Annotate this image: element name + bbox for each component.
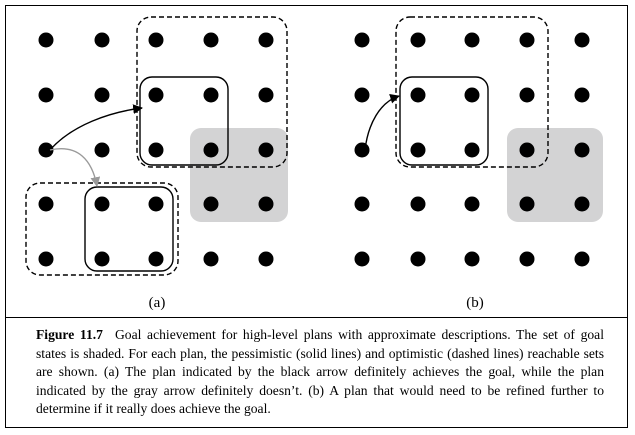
state-dot bbox=[464, 32, 480, 48]
black-arrow-a bbox=[49, 104, 143, 151]
state-dot bbox=[203, 87, 219, 103]
state-dot bbox=[94, 87, 110, 103]
state-dot bbox=[38, 196, 54, 212]
state-dot bbox=[258, 251, 274, 267]
optimistic-set-b bbox=[395, 16, 549, 168]
panel-a-label: (a) bbox=[149, 295, 166, 311]
state-dot bbox=[519, 251, 535, 267]
state-dot bbox=[464, 142, 480, 158]
pessimistic-set-b bbox=[399, 76, 489, 166]
optimistic-set-black-a bbox=[136, 16, 288, 168]
state-dot bbox=[354, 87, 370, 103]
state-dot bbox=[410, 251, 426, 267]
state-dot bbox=[519, 142, 535, 158]
state-dot bbox=[574, 87, 590, 103]
state-dot bbox=[148, 87, 164, 103]
state-dot bbox=[464, 196, 480, 212]
state-dot bbox=[354, 196, 370, 212]
state-dot bbox=[519, 32, 535, 48]
state-dot bbox=[203, 251, 219, 267]
state-dot bbox=[94, 251, 110, 267]
state-dot bbox=[148, 196, 164, 212]
state-dot bbox=[38, 87, 54, 103]
state-dot bbox=[354, 32, 370, 48]
state-dot bbox=[519, 87, 535, 103]
state-dot bbox=[258, 32, 274, 48]
state-grid-b bbox=[354, 32, 590, 267]
state-dot bbox=[258, 196, 274, 212]
state-dot bbox=[410, 32, 426, 48]
black-arrow-b bbox=[364, 93, 400, 151]
state-dot bbox=[148, 32, 164, 48]
pessimistic-set-black-a bbox=[139, 76, 229, 166]
state-dot bbox=[38, 32, 54, 48]
state-dot bbox=[94, 32, 110, 48]
state-dot bbox=[410, 196, 426, 212]
state-dot bbox=[464, 87, 480, 103]
state-dot bbox=[203, 142, 219, 158]
state-dot bbox=[464, 251, 480, 267]
state-dot bbox=[574, 251, 590, 267]
state-dot bbox=[574, 142, 590, 158]
panel-a: (a) bbox=[25, 16, 288, 311]
state-dot bbox=[354, 142, 370, 158]
state-dot bbox=[203, 196, 219, 212]
state-dot bbox=[94, 196, 110, 212]
state-dot bbox=[94, 142, 110, 158]
state-dot bbox=[574, 32, 590, 48]
pessimistic-set-gray-a bbox=[84, 186, 174, 272]
caption-divider bbox=[5, 317, 628, 318]
panel-b: (b) bbox=[354, 16, 603, 311]
state-dot bbox=[148, 142, 164, 158]
figure-caption: Figure 11.7 Goal achievement for high-lev… bbox=[36, 326, 604, 419]
figure-label: Figure 11.7 bbox=[36, 327, 103, 342]
state-grid-a bbox=[38, 32, 274, 267]
state-dot bbox=[38, 142, 54, 158]
state-dot bbox=[203, 32, 219, 48]
state-dot bbox=[148, 251, 164, 267]
optimistic-set-gray-a bbox=[25, 182, 179, 276]
state-dot bbox=[574, 196, 590, 212]
caption-text: Goal achievement for high-level plans wi… bbox=[36, 327, 604, 416]
state-dot bbox=[258, 142, 274, 158]
panel-b-label: (b) bbox=[466, 295, 484, 311]
state-dot bbox=[38, 251, 54, 267]
gray-arrow-a bbox=[49, 148, 101, 187]
figure-frame bbox=[5, 5, 628, 428]
state-dot bbox=[258, 87, 274, 103]
state-dot bbox=[410, 87, 426, 103]
state-dot bbox=[410, 142, 426, 158]
state-dot bbox=[519, 196, 535, 212]
state-dot bbox=[354, 251, 370, 267]
